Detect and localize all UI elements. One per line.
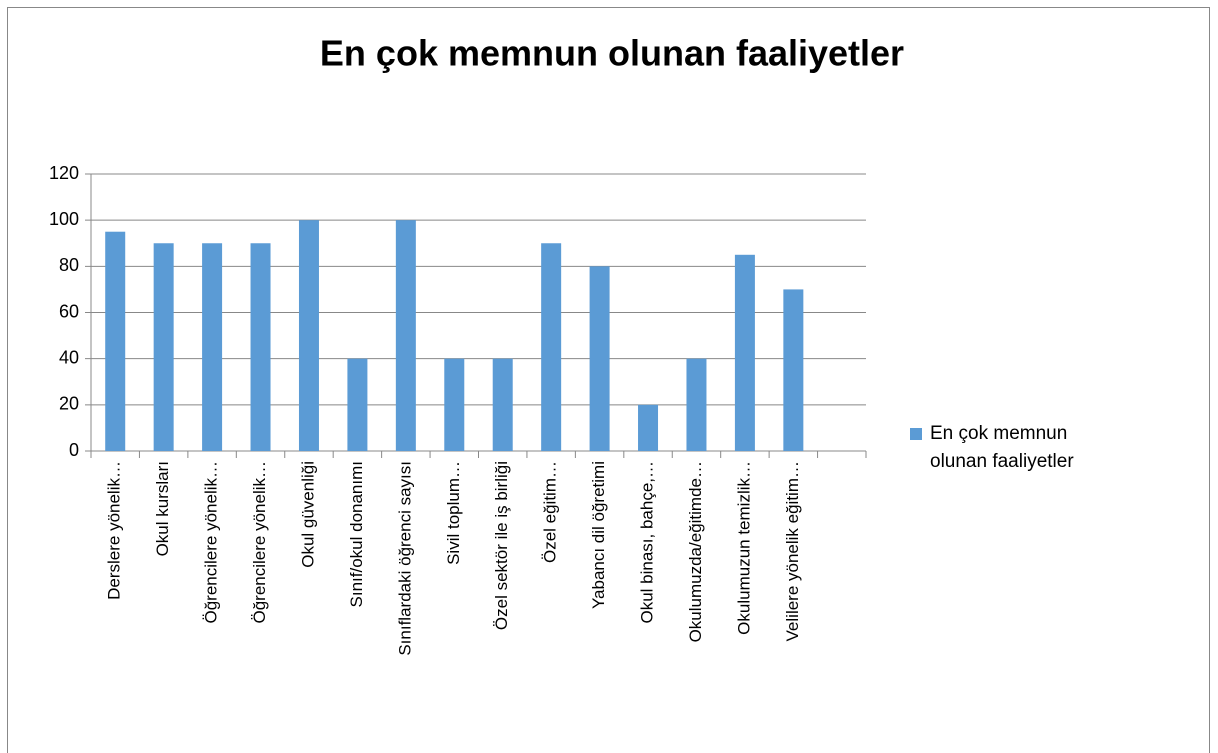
y-tick-label: 0 [69,440,79,460]
bar [347,358,368,451]
bar [783,289,804,451]
y-tick-label: 120 [49,163,79,183]
bar [492,358,513,451]
bar [638,404,659,451]
chart-border [7,7,1210,753]
x-tick-label: Velilere yönelik eğitim… [783,461,802,641]
x-tick-label: Okulumuzun temizlik… [734,461,753,635]
bar [298,220,319,451]
x-tick-label: Öğrencilere yönelik… [202,461,221,624]
x-tick-label: Okul kursları [153,461,172,556]
x-tick-label: Sivil toplum… [444,461,463,565]
x-tick-label: Okulumuzda/eğitimde… [686,461,705,642]
legend-swatch [910,428,922,440]
x-tick-label: Özel eğitim… [541,461,560,563]
bar [105,231,126,451]
bar [541,243,562,451]
y-tick-label: 80 [59,255,79,275]
chart-title: En çok memnun olunan faaliyetler [320,33,904,74]
x-tick-label: Özel sektör ile iş birliği [492,461,511,630]
x-tick-label: Sınıf/okul donanımı [347,461,366,607]
x-tick-label: Sınıflardaki öğrenci sayısı [395,461,414,656]
x-tick-label: Derslere yönelik… [105,461,124,600]
bar [686,358,707,451]
bar [250,243,271,451]
legend-label: En çok memnun olunan faaliyetler [930,423,1074,472]
bar [395,220,416,451]
x-tick-label: Okul güvenliği [298,461,317,568]
y-tick-label: 20 [59,394,79,414]
bar [734,254,755,451]
y-tick-label: 100 [49,209,79,229]
bar [202,243,223,451]
x-tick-label: Öğrencilere yönelik… [250,461,269,624]
bar [589,266,610,451]
bar [153,243,174,451]
x-tick-label: Yabancı dil öğretimi [589,461,608,609]
bar [444,358,465,451]
y-tick-label: 40 [59,347,79,367]
y-tick-label: 60 [59,301,79,321]
x-tick-label: Okul binası, bahçe,… [638,461,657,624]
